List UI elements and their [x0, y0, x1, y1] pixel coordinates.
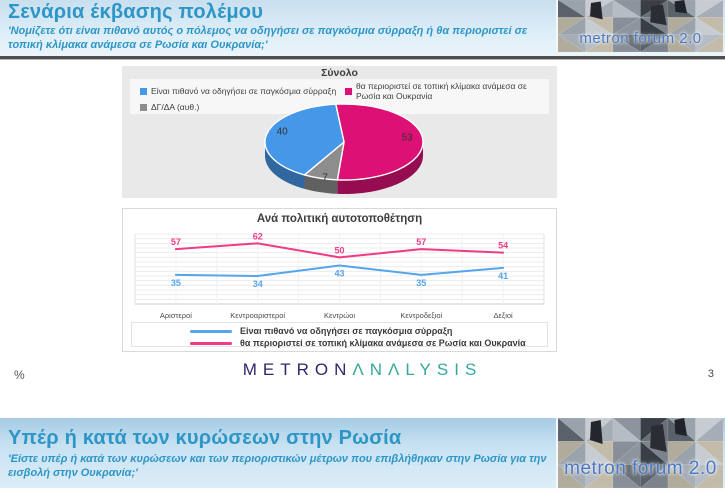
metron-forum-logo-text-2: metron forum 2.0 [564, 458, 717, 479]
pie-legend-item: Είναι πιθανό να οδηγήσει σε παγκόσμια σύ… [140, 81, 345, 101]
line-chart: 35 34 43 35 41 57 62 50 57 54 Αριστεροί Κεντροαριστ… [134, 231, 545, 320]
metron-forum-logo: metron forum 2.0 [556, 0, 723, 52]
pie-legend-item: ΔΓ/ΔΑ (αυθ.) [140, 102, 345, 112]
svg-text:Αριστεροί: Αριστεροί [160, 311, 192, 320]
svg-text:62: 62 [253, 231, 263, 241]
slide1-title: Σενάρια έκβασης πολέμου [8, 1, 264, 23]
header-separator-light [0, 59, 725, 60]
pie-chart-panel: Σύνολο Είναι πιθανό να οδηγήσει σε παγκό… [122, 66, 557, 198]
svg-text:43: 43 [334, 269, 344, 279]
line-chart-panel: Ανά πολιτική αυτοτοποθέτηση 35 34 43 35 41 57… [122, 208, 557, 352]
metron-forum-logo-2: metron forum 2.0 [556, 418, 723, 488]
metron-forum-logo-text: metron forum 2.0 [579, 30, 702, 47]
legend-label: Είναι πιθανό να οδηγήσει σε παγκόσμια σύ… [151, 86, 337, 96]
svg-text:35: 35 [171, 278, 181, 288]
svg-text:Κεντροαριστεροί: Κεντροαριστεροί [230, 311, 285, 320]
svg-text:54: 54 [498, 241, 508, 251]
legend-line-icon [190, 341, 232, 345]
metron-analysis-logo-analysis: ΛNΛLYSIS [352, 360, 483, 379]
svg-text:57: 57 [171, 237, 181, 247]
metron-analysis-logo: METRONΛNΛLYSIS [0, 360, 725, 380]
svg-text:Δεξιοί: Δεξιοί [493, 311, 513, 320]
line-chart-legend: Είναι πιθανό να οδηγήσει σε παγκόσμια σύ… [131, 322, 548, 348]
svg-text:40: 40 [277, 127, 289, 138]
svg-text:7: 7 [322, 172, 328, 183]
legend-swatch-icon [345, 87, 352, 95]
pie-legend-item: θα περιοριστεί σε τοπική κλίμακα ανάμεσα… [345, 81, 549, 101]
percent-unit-note: % [14, 368, 25, 382]
metron-forum-logo-image [558, 0, 723, 52]
header-separator-dark [0, 56, 725, 59]
svg-text:Κεντροδεξιοί: Κεντροδεξιοί [400, 311, 442, 320]
legend-swatch-icon [140, 103, 147, 111]
svg-text:34: 34 [253, 279, 263, 289]
svg-text:57: 57 [416, 237, 426, 247]
svg-text:41: 41 [498, 271, 508, 281]
legend-label: θα περιοριστεί σε τοπική κλίμακα ανάμεσα… [356, 81, 527, 101]
page-number: 3 [707, 368, 714, 380]
legend-label: ΔΓ/ΔΑ (αυθ.) [151, 102, 200, 112]
svg-text:53: 53 [402, 133, 414, 144]
legend-label: Είναι πιθανό να οδηγήσει σε παγκόσμια σύ… [240, 326, 453, 336]
legend-line-icon [190, 329, 232, 333]
line-chart-title: Ανά πολιτική αυτοτοποθέτηση [256, 213, 423, 225]
metron-forum-logo-image-2 [558, 418, 723, 488]
line-legend-item: θα περιοριστεί σε τοπική κλίμακα ανάμεσα… [190, 338, 547, 348]
metron-analysis-logo-metron: METRON [242, 360, 353, 379]
slide2-title: Υπέρ ή κατά των κυρώσεων στην Ρωσία [8, 427, 402, 449]
svg-text:Κεντρώοι: Κεντρώοι [324, 311, 355, 320]
pie-chart: 53 7 40 [264, 103, 424, 194]
slide1-subtitle: 'Νομίζετε ότι είναι πιθανό αυτός ο πόλεμ… [8, 25, 528, 52]
slide2-content-edge [0, 488, 725, 492]
svg-text:35: 35 [416, 278, 426, 288]
legend-swatch-icon [140, 87, 147, 95]
svg-text:50: 50 [334, 245, 344, 255]
slide2-subtitle: 'Είστε υπέρ ή κατά των κυρώσεων και των … [8, 453, 547, 480]
line-legend-item: Είναι πιθανό να οδηγήσει σε παγκόσμια σύ… [190, 326, 547, 336]
pie-chart-title: Σύνολο [321, 67, 358, 79]
legend-label: θα περιοριστεί σε τοπική κλίμακα ανάμεσα… [240, 338, 526, 348]
